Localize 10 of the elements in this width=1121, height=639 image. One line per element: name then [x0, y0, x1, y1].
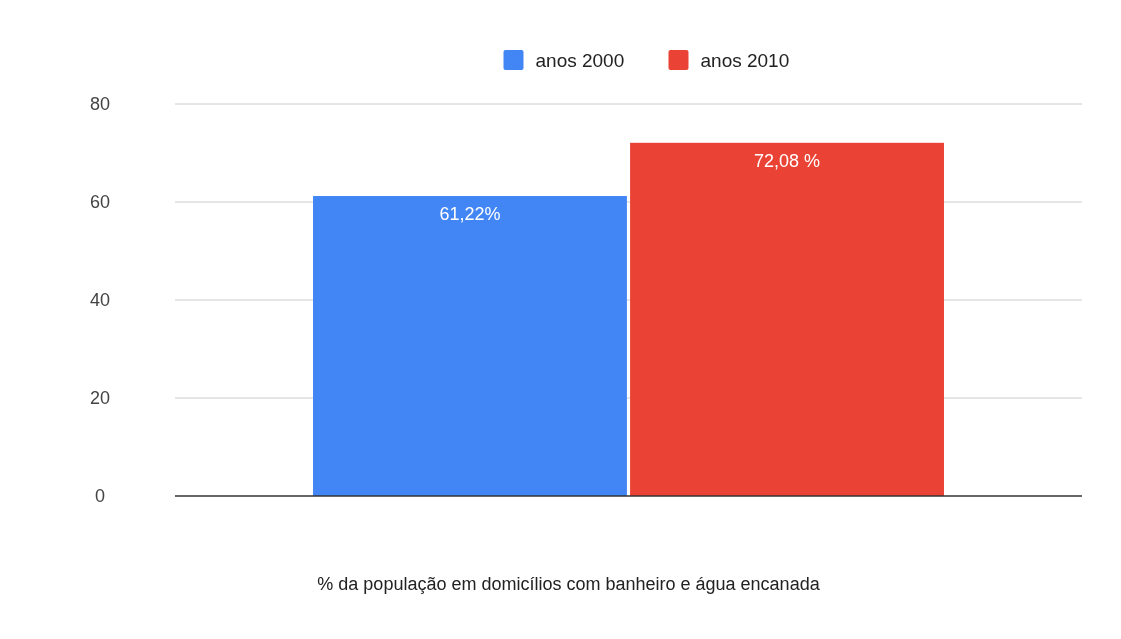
legend-label: anos 2000: [535, 50, 625, 71]
data-label: 72,08 %: [754, 150, 821, 171]
y-tick-label: 40: [89, 290, 111, 310]
y-tick-label: 80: [89, 94, 111, 114]
y-tick-label: 60: [89, 192, 111, 212]
y-tick-label: 0: [94, 486, 106, 506]
data-label: 61,22%: [439, 204, 501, 225]
y-tick-label: 20: [89, 388, 111, 408]
legend-label: anos 2010: [700, 50, 790, 71]
x-axis-title: % da população em domicílios com banheiro e água encanada: [317, 574, 821, 594]
